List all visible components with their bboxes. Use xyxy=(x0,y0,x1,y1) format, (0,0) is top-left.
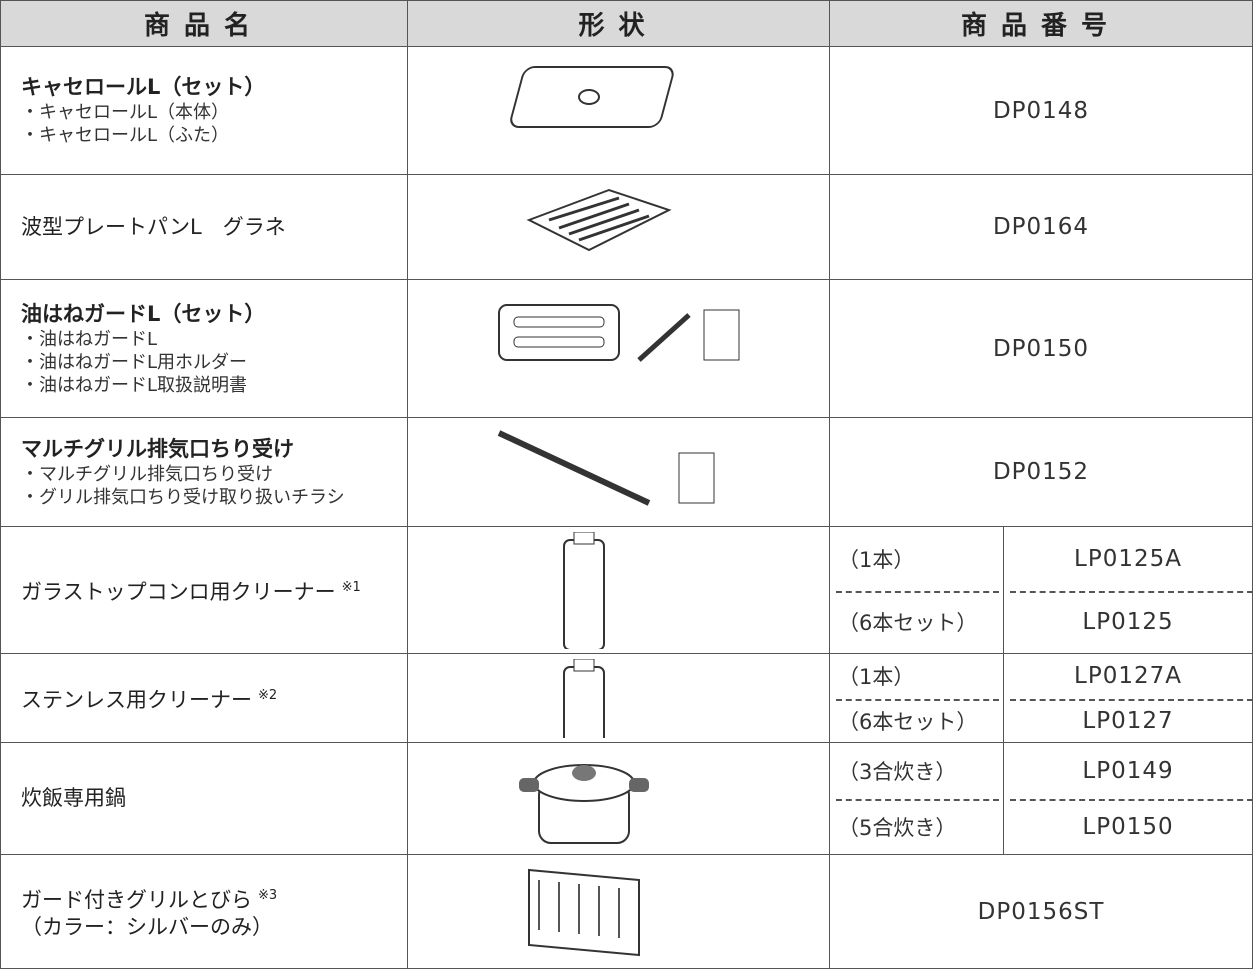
item: ・油はねガードL用ホルダー xyxy=(21,351,248,373)
shape-cell xyxy=(408,175,830,280)
name-text: ステンレス用クリーナー xyxy=(21,688,252,712)
product-name: ガラストップコンロ用クリーナー ※1 xyxy=(21,574,407,606)
product-image xyxy=(562,658,605,738)
code-cell: （1本） LP0125A （6本セット） LP0125 xyxy=(830,527,1253,654)
dash-line xyxy=(836,590,999,593)
product-name: キャセロールL（セット） xyxy=(21,74,407,101)
variant-label: （1本） xyxy=(838,547,915,572)
shape-cell xyxy=(408,527,830,654)
dash-line xyxy=(1010,799,1253,801)
item: ・グリル排気口ちり受け取り扱いチラシ xyxy=(21,486,345,508)
product-image xyxy=(526,188,672,251)
header-cell: 商品名 xyxy=(0,0,408,47)
code-cell: DP0156ST xyxy=(830,855,1253,969)
item: ・キャセロールL（ふた） xyxy=(21,125,230,146)
dash-line xyxy=(1010,590,1253,593)
name-cell: 炊飯専用鍋 xyxy=(0,743,408,855)
name-text: ガード付きグリルとびら xyxy=(21,888,252,912)
divider xyxy=(1003,743,1004,854)
dash-line xyxy=(836,799,999,801)
product-image xyxy=(509,65,674,128)
name-cell: ガラストップコンロ用クリーナー ※1 xyxy=(0,527,408,654)
variant-code: LP0127A xyxy=(1074,663,1182,690)
shape-cell xyxy=(408,743,830,855)
product-name: 油はねガードL（セット） xyxy=(21,301,407,328)
shape-cell xyxy=(408,654,830,743)
item: ・油はねガードL xyxy=(21,328,158,350)
variant-code: LP0127 xyxy=(1082,707,1174,734)
variant-label: （6本セット） xyxy=(838,709,978,734)
shape-cell xyxy=(408,47,830,175)
name-cell: キャセロールL（セット） ・キャセロールL（本体） ・キャセロールL（ふた） xyxy=(0,47,408,175)
footnote-mark: ※2 xyxy=(258,688,278,703)
product-name: ガード付きグリルとびら ※3 xyxy=(21,882,407,914)
dash-line xyxy=(1010,698,1253,701)
code-cell: DP0150 xyxy=(830,280,1253,418)
item: ・油はねガードL取扱説明書 xyxy=(21,374,248,396)
variant-code: LP0125 xyxy=(1082,609,1174,636)
name-cell: ステンレス用クリーナー ※2 xyxy=(0,654,408,743)
code-cell: DP0152 xyxy=(830,418,1253,527)
code-cell: DP0148 xyxy=(830,47,1253,175)
product-image xyxy=(497,429,714,506)
variant-code: LP0149 xyxy=(1082,758,1174,784)
product-name: ステンレス用クリーナー ※2 xyxy=(21,682,407,714)
item: ・キャセロールL（本体） xyxy=(21,102,230,123)
variant-code: LP0125A xyxy=(1074,545,1182,572)
product-name: 炊飯専用鍋 xyxy=(21,785,407,812)
name-cell: マルチグリル排気口ちり受け ・マルチグリル排気口ちり受け ・グリル排気口ちり受け取り… xyxy=(0,418,408,527)
shape-cell xyxy=(408,855,830,969)
code-cell: DP0164 xyxy=(830,175,1253,280)
product-image xyxy=(562,531,605,649)
name-cell: 油はねガードL（セット） ・油はねガードL ・油はねガードL用ホルダー ・油はねガード… xyxy=(0,280,408,418)
variant-code: LP0150 xyxy=(1082,814,1174,840)
name-text: マルチグリル排気口ちり受け xyxy=(21,436,294,461)
item: ・マルチグリル排気口ちり受け xyxy=(21,463,273,485)
variant-label: （6本セット） xyxy=(838,611,978,636)
name-text: 炊飯専用鍋 xyxy=(21,786,126,810)
shape-cell xyxy=(408,280,830,418)
divider xyxy=(1003,654,1004,742)
name-text: 波型プレートパンL グラネ xyxy=(21,214,286,239)
shape-cell xyxy=(408,418,830,527)
code-cell: （3合炊き） LP0149 （5合炊き） LP0150 xyxy=(830,743,1253,855)
divider xyxy=(1003,527,1004,653)
variant-label: （1本） xyxy=(838,665,915,690)
product-name: マルチグリル排気口ちり受け xyxy=(21,436,407,463)
product-image xyxy=(527,868,640,956)
product-name: 波型プレートパンL グラネ xyxy=(21,214,407,241)
product-image xyxy=(518,763,649,844)
dash-line xyxy=(836,698,999,701)
product-sub: （カラー：シルバーのみ） xyxy=(21,915,273,939)
name-cell: 波型プレートパンL グラネ xyxy=(0,175,408,280)
code-cell: （1本） LP0127A （6本セット） LP0127 xyxy=(830,654,1253,743)
name-text: 油はねガードL（セット） xyxy=(21,301,266,326)
variant-label: （5合炊き） xyxy=(838,816,957,840)
footnote-mark: ※3 xyxy=(258,888,278,903)
footnote-mark: ※1 xyxy=(341,580,361,595)
header-cell: 形状 xyxy=(408,0,830,47)
product-image xyxy=(497,303,739,362)
header-cell: 商品番号 xyxy=(830,0,1253,47)
name-text: キャセロールL（セット） xyxy=(21,75,266,99)
variant-label: （3合炊き） xyxy=(838,760,957,784)
name-text: ガラストップコンロ用クリーナー xyxy=(21,580,336,604)
name-cell: ガード付きグリルとびら ※3 （カラー：シルバーのみ） xyxy=(0,855,408,969)
